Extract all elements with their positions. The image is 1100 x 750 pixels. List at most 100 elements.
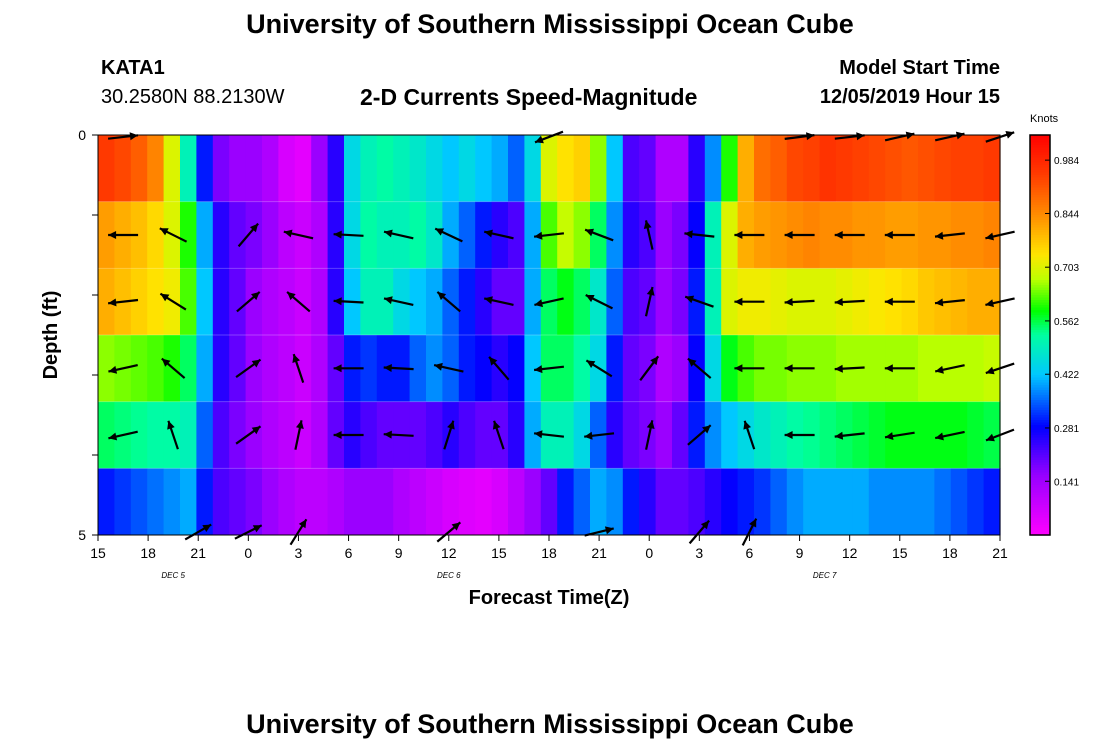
heatmap-cell [868, 401, 886, 469]
colorbar-segment [1030, 532, 1050, 536]
model-start-label: Model Start Time [839, 57, 1000, 79]
heatmap-cell [721, 401, 739, 469]
heatmap-cell [967, 335, 985, 403]
current-vector [107, 132, 139, 141]
colorbar-segment [1030, 465, 1050, 469]
vector-head [646, 420, 655, 429]
x-tick-label: 9 [796, 545, 804, 561]
heatmap-cell [770, 135, 788, 203]
current-vector [436, 521, 462, 543]
colorbar-segment [1030, 392, 1050, 396]
figure-title: University of Southern Mississippi Ocean… [246, 9, 854, 39]
colorbar-segment [1030, 312, 1050, 316]
colorbar-segment [1030, 360, 1050, 364]
vector-head [784, 364, 793, 373]
heatmap-cell [344, 135, 361, 203]
heatmap-cell [442, 135, 460, 203]
x-tick-label: 15 [90, 545, 106, 561]
colorbar-segment [1030, 160, 1050, 164]
current-vector [483, 229, 514, 240]
heatmap-cell [524, 135, 542, 203]
current-vector [784, 231, 815, 239]
colorbar-segment [1030, 275, 1050, 279]
heatmap-cell [639, 401, 657, 469]
heatmap-cell [262, 135, 279, 203]
heatmap-cell [180, 468, 197, 536]
heatmap-cell [704, 268, 722, 336]
colorbar-segment [1030, 432, 1050, 436]
heatmap-cell [950, 401, 968, 469]
heatmap-cell [655, 201, 673, 269]
vector-head [700, 520, 710, 530]
day-label: DEC 7 [813, 571, 837, 580]
heatmap-cell [967, 468, 985, 536]
vector-head [484, 229, 493, 238]
heatmap-cell [147, 401, 165, 469]
x-tick-label: 0 [645, 545, 653, 561]
heatmap-cell [294, 135, 312, 203]
heatmap-cell [393, 135, 411, 203]
current-vector [436, 291, 461, 313]
current-vector [834, 431, 865, 440]
heatmap-cell [606, 468, 624, 536]
y-axis: 05 [78, 127, 98, 543]
current-vector [687, 424, 712, 446]
heatmap-cell [294, 335, 312, 403]
heatmap-cell [688, 135, 706, 203]
heatmap-cell [573, 201, 591, 269]
heatmap-cell [163, 135, 181, 203]
colorbar-segment [1030, 440, 1050, 444]
vector-head [287, 291, 296, 301]
heatmap-cell [262, 201, 279, 269]
colorbar-segment [1030, 187, 1050, 191]
vector-head [885, 432, 894, 440]
heatmap-cell [409, 401, 427, 469]
heatmap-cell [491, 135, 509, 203]
colorbar-segment [1030, 240, 1050, 244]
station-id: KATA1 [101, 57, 165, 79]
current-vector [184, 523, 212, 541]
heatmap-cell [262, 335, 279, 403]
heatmap-cell [967, 201, 985, 269]
heatmap-cell [819, 468, 837, 536]
current-vector [884, 231, 915, 239]
heatmap-cell [475, 401, 493, 469]
colorbar-segment [1030, 457, 1050, 461]
vector-head [784, 298, 793, 306]
vector-head [489, 356, 498, 366]
colorbar-segment [1030, 245, 1050, 249]
current-vector [533, 365, 565, 374]
heatmap-cell [918, 401, 935, 469]
heatmap-cell [901, 135, 919, 203]
colorbar-segment [1030, 435, 1050, 439]
current-vector [159, 227, 188, 243]
colorbar-segment [1030, 527, 1050, 531]
heatmap-cell [311, 201, 329, 269]
colorbar-segment [1030, 260, 1050, 264]
heatmap-cell [688, 401, 706, 469]
heatmap-cell [475, 201, 493, 269]
colorbar-segment [1030, 512, 1050, 516]
heatmap-cell [98, 468, 115, 536]
current-vector [235, 358, 262, 378]
current-vector [834, 132, 865, 141]
colorbar-segment [1030, 470, 1050, 474]
station-coordinates: 30.2580N 88.2130W [101, 86, 285, 108]
y-tick-label: 5 [78, 527, 86, 543]
vector-head [129, 132, 138, 141]
heatmap-cell [622, 335, 640, 403]
heatmap-cell [672, 401, 689, 469]
colorbar-segment [1030, 217, 1050, 221]
current-vector [289, 518, 308, 546]
heatmap-cell [934, 468, 952, 536]
colorbar-segment [1030, 290, 1050, 294]
heatmap-cell [524, 468, 542, 536]
colorbar-segment [1030, 460, 1050, 464]
heatmap-cell [639, 201, 657, 269]
heatmap-cell [196, 201, 214, 269]
colorbar-segment [1030, 267, 1050, 271]
heatmap-cell [721, 335, 739, 403]
vector-head [383, 430, 392, 439]
heatmap-cell [114, 468, 132, 536]
heatmap-cell [294, 268, 312, 336]
